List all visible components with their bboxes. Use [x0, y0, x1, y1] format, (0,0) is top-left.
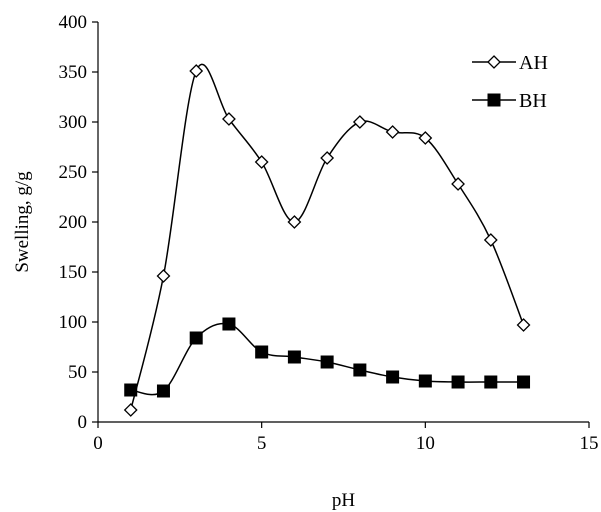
legend: AH BH	[472, 52, 548, 112]
data-point-bh	[320, 355, 334, 369]
legend-item-bh: BH	[472, 90, 547, 112]
data-point-ah	[189, 64, 204, 78]
y-tick-label: 100	[59, 312, 88, 333]
legend-label: BH	[519, 90, 547, 112]
data-point-ah	[156, 269, 171, 283]
series-bh	[124, 317, 531, 398]
data-point-ah	[123, 403, 138, 417]
data-point-bh	[156, 384, 170, 398]
data-point-ah	[352, 115, 367, 129]
data-point-bh	[287, 350, 301, 364]
y-tick-label: 50	[68, 362, 87, 383]
y-tick-label: 0	[78, 412, 88, 433]
data-point-bh	[255, 345, 269, 359]
data-point-bh	[418, 374, 432, 388]
data-point-bh	[222, 317, 236, 331]
y-tick-label: 150	[59, 262, 88, 283]
x-axis-title: pH	[332, 490, 356, 511]
y-tick-label: 200	[59, 212, 88, 233]
legend-item-ah: AH	[472, 52, 548, 74]
series-ah	[123, 63, 531, 417]
legend-label: AH	[519, 52, 548, 74]
data-point-bh	[386, 370, 400, 384]
series-layer	[123, 63, 531, 417]
y-tick-label: 300	[59, 112, 88, 133]
data-point-bh	[517, 375, 531, 389]
data-point-ah	[222, 112, 236, 126]
data-point-bh	[189, 331, 203, 345]
data-point-bh	[353, 363, 367, 377]
data-point-bh	[124, 383, 138, 397]
legend-marker-bh	[487, 93, 501, 107]
data-point-bh	[451, 375, 465, 389]
data-point-ah	[254, 155, 269, 169]
y-tick-label: 350	[59, 62, 88, 83]
y-axis-title: Swelling, g/g	[12, 171, 33, 273]
data-point-ah	[516, 318, 531, 332]
data-point-ah	[451, 177, 465, 191]
data-point-ah	[483, 233, 498, 247]
tick-marks	[92, 21, 590, 428]
data-point-ah	[320, 151, 335, 165]
legend-marker-ah	[487, 55, 501, 69]
x-tick-label: 5	[257, 433, 267, 454]
tick-labels: 0 50 100 150 200 250 300 350 400 0 5 10 15	[59, 12, 599, 454]
y-tick-label: 400	[59, 12, 88, 33]
data-point-ah	[287, 215, 302, 229]
data-point-ah	[385, 125, 400, 139]
data-point-ah	[418, 131, 433, 145]
y-tick-label: 250	[59, 162, 88, 183]
x-tick-label: 10	[416, 433, 435, 454]
data-point-bh	[484, 375, 498, 389]
x-tick-label: 15	[580, 433, 599, 454]
x-tick-label: 0	[93, 433, 103, 454]
